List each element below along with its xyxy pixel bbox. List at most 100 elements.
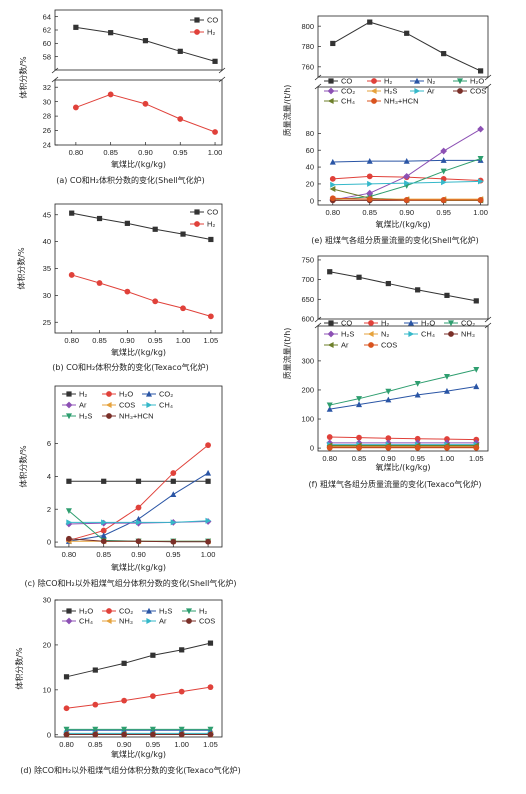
y-tick-label: 62 — [43, 26, 51, 35]
data-point — [441, 51, 447, 57]
x-tick-label: 1.00 — [174, 740, 189, 749]
chart-a: 58 60 62 64 24 26 28 30 32 0.80 0.85 0.90 0.95 1.00 氧煤… — [18, 9, 226, 185]
data-point — [415, 287, 421, 293]
series-3 — [63, 726, 214, 733]
legend-label: COS — [381, 341, 397, 350]
y-tick-label: 800 — [301, 22, 314, 31]
data-point — [356, 434, 362, 441]
y-tick-label: 700 — [301, 275, 314, 284]
y-tick-label: 0 — [47, 730, 51, 739]
data-point — [63, 731, 70, 738]
data-point — [205, 442, 211, 449]
legend-marker — [186, 618, 192, 624]
legend-label: H₂O — [470, 77, 484, 86]
y-tick-label: 40 — [306, 163, 314, 172]
series-0 — [330, 19, 484, 74]
x-tick-label: 0.90 — [120, 336, 135, 345]
y-tick-label: 750 — [301, 256, 314, 265]
plot-frame — [54, 599, 223, 738]
legend-label: H₂S — [79, 412, 92, 421]
data-point — [63, 726, 70, 733]
axis-break-mark — [484, 316, 492, 323]
data-point — [477, 156, 484, 162]
x-tick-label: 1.00 — [176, 336, 191, 345]
data-point — [92, 701, 99, 708]
plot-frame — [317, 86, 489, 206]
series-1 — [63, 684, 214, 712]
y-axis-label: 质量流量/(t/h) — [282, 328, 292, 380]
y-tick-label: 40 — [43, 237, 51, 246]
legend-marker — [327, 98, 334, 104]
data-point — [443, 439, 451, 447]
plot-frame — [54, 79, 223, 146]
x-tick-label: 0.90 — [381, 454, 396, 463]
data-point — [473, 367, 480, 373]
data-point — [205, 469, 212, 476]
data-point — [329, 185, 336, 192]
legend-marker — [106, 391, 112, 397]
legend-marker — [368, 320, 374, 326]
data-point — [212, 129, 218, 135]
y-axis-label: 体积分数/% — [18, 445, 28, 488]
legend-marker — [370, 88, 377, 94]
data-point — [207, 313, 214, 320]
legend-marker — [327, 342, 334, 348]
legend-marker — [105, 402, 112, 408]
legend-label: H₂ — [199, 607, 207, 616]
x-tick-label: 0.90 — [131, 550, 146, 559]
legend-marker — [194, 221, 200, 227]
data-point — [404, 30, 410, 36]
x-tick-label: 1.05 — [203, 740, 218, 749]
data-point — [149, 731, 156, 738]
legend-label: H₂ — [384, 77, 392, 86]
chart-e: 760 780 800 0 20 40 60 80 0.80 0.85 0.90 0.95 1.00 氧煤… — [282, 15, 492, 245]
series-line — [71, 212, 211, 240]
legend-marker — [448, 331, 454, 337]
data-point — [92, 667, 98, 673]
data-point — [444, 444, 450, 451]
data-point — [403, 172, 411, 180]
figure-caption: (f) 粗煤气各组分质量流量的变化(Texaco气化炉) — [308, 479, 481, 489]
data-point — [366, 173, 373, 180]
series-2 — [326, 383, 480, 412]
data-point — [403, 157, 410, 164]
series-0 — [327, 269, 479, 304]
plot-frame — [317, 15, 489, 78]
data-point — [124, 288, 131, 295]
data-point — [135, 478, 142, 484]
x-tick-label: 0.90 — [117, 740, 132, 749]
data-point — [356, 396, 363, 402]
chart-d: 0 10 20 30 0.80 0.85 0.90 0.95 1.00 1.05 氧煤比/(kg/k… — [14, 596, 241, 775]
data-point — [135, 504, 142, 511]
axis-break-mark — [314, 74, 322, 81]
legend-marker — [371, 98, 377, 104]
y-tick-label: 28 — [43, 112, 51, 121]
data-point — [100, 527, 107, 534]
data-point — [473, 444, 480, 451]
data-point — [178, 688, 185, 695]
x-tick-label: 0.85 — [96, 550, 111, 559]
legend: CO H₂ — [190, 16, 218, 37]
y-axis-label: 体积分数/% — [16, 247, 26, 290]
y-tick-label: 80 — [306, 129, 314, 138]
x-tick-label: 0.85 — [352, 454, 367, 463]
data-point — [121, 726, 128, 733]
series-1 — [66, 442, 211, 544]
legend-label: CO — [207, 208, 218, 217]
legend-label: H₂ — [207, 220, 215, 229]
data-point — [65, 508, 72, 515]
data-point — [207, 731, 214, 738]
legend-marker — [194, 17, 200, 23]
legend-label: H₂ — [79, 390, 87, 399]
legend: CO H₂ H₂O CO₂ H₂S N₂ CH₄ NH₃ Ar COS — [324, 319, 475, 350]
axis-break-mark — [484, 74, 492, 81]
data-point — [385, 388, 392, 395]
data-point — [440, 147, 448, 155]
legend-marker — [328, 320, 334, 326]
legend: CO H₂ — [190, 208, 218, 229]
data-point — [170, 538, 177, 545]
series-0 — [73, 24, 218, 64]
data-point — [385, 280, 391, 287]
x-tick-label: 0.80 — [325, 208, 340, 217]
